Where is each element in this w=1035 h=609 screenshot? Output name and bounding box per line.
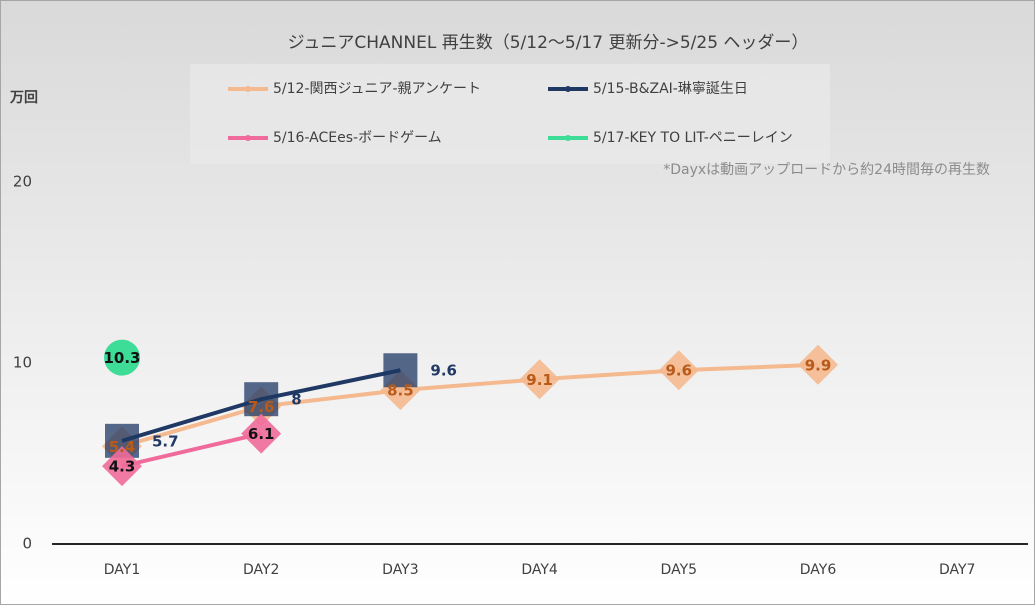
series-line: [121, 431, 262, 469]
x-tick-label: DAY7: [939, 562, 975, 578]
data-marker: [244, 382, 279, 417]
legend-label: 5/17-KEY TO LIT-ペニーレイン: [593, 130, 793, 146]
legend-box: [190, 64, 830, 164]
data-label: 9.6: [430, 362, 457, 380]
data-label: 4.3: [109, 458, 136, 476]
data-marker: [798, 344, 838, 385]
data-marker: [519, 359, 560, 400]
x-tick-label: DAY3: [382, 562, 418, 578]
x-tick-label: DAY2: [243, 562, 279, 578]
data-marker: [383, 353, 418, 388]
data-label: 5.4: [109, 438, 136, 456]
data-label: 8.5: [387, 382, 414, 400]
data-label: 9.9: [805, 356, 832, 374]
legend-marker: [245, 86, 251, 92]
y-axis-label: 万回: [9, 90, 38, 106]
data-label: 5.7: [152, 432, 179, 450]
data-marker: [241, 413, 282, 454]
data-label: 6.1: [248, 425, 275, 443]
data-label: 10.3: [103, 349, 140, 367]
annotation: *Dayxは動画アップロードから約24時間毎の再生数: [663, 162, 990, 178]
data-label: 7.6: [248, 398, 275, 416]
legend-label: 5/16-ACEes-ボードゲーム: [273, 130, 442, 146]
x-tick-label: DAY4: [521, 562, 558, 578]
legend-label: 5/15-B&ZAI-琳寧誕生日: [593, 80, 748, 97]
y-tick-label: 0: [22, 535, 32, 553]
legend-marker: [565, 86, 571, 92]
x-tick-label: DAY1: [104, 562, 140, 578]
data-marker: [102, 446, 142, 487]
data-marker: [104, 339, 140, 376]
data-label: 9.1: [526, 371, 553, 389]
y-tick-label: 10: [13, 354, 32, 372]
data-label: 9.6: [666, 362, 693, 380]
y-tick-label: 20: [13, 173, 32, 191]
legend-marker: [565, 135, 571, 141]
x-tick-label: DAY5: [661, 562, 697, 578]
data-label: 8: [291, 391, 301, 409]
chart-title: ジュニアCHANNEL 再生数（5/12～5/17 更新分->5/25 ヘッダー…: [288, 33, 809, 53]
x-tick-label: DAY6: [800, 562, 837, 578]
legend-marker: [245, 135, 251, 141]
data-marker: [658, 350, 699, 391]
series-line: [121, 362, 819, 449]
legend-label: 5/12-関西ジュニア-親アンケート: [273, 81, 481, 97]
